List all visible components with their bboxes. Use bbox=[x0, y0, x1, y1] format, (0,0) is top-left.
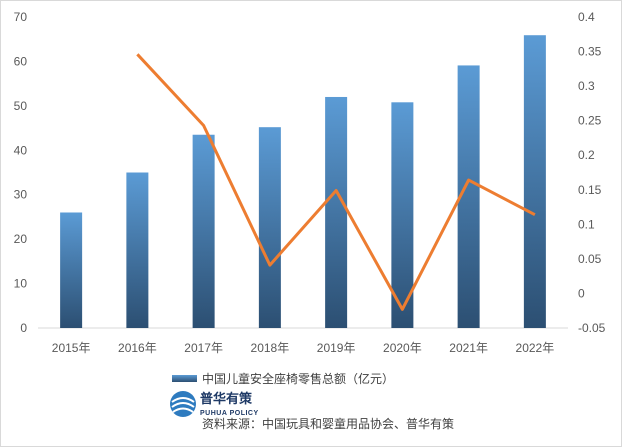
right-tick-label: 0.15 bbox=[578, 183, 602, 197]
left-tick-label: 0 bbox=[20, 321, 27, 335]
bar bbox=[523, 35, 546, 329]
x-tick-label: 2019年 bbox=[317, 341, 356, 355]
bar bbox=[325, 96, 348, 328]
puhua-logo: 普华有策 PUHUA POLICY bbox=[170, 391, 259, 417]
line-series bbox=[136, 53, 536, 311]
source-note: 资料来源：中国玩具和婴童用品协会、普华有策 bbox=[202, 416, 454, 431]
bar bbox=[126, 172, 149, 328]
right-tick-label: 0.05 bbox=[578, 252, 602, 266]
left-tick-label: 20 bbox=[14, 232, 28, 246]
x-tick-label: 2018年 bbox=[251, 341, 290, 355]
left-tick-label: 50 bbox=[14, 99, 28, 113]
bar bbox=[258, 127, 281, 328]
left-tick-label: 10 bbox=[14, 277, 28, 291]
bar-series bbox=[60, 35, 546, 329]
right-tick-label: -0.05 bbox=[578, 321, 606, 335]
right-axis: -0.05 0 0.05 0.1 0.15 0.2 0.25 0.3 0.35 0.4 bbox=[578, 10, 606, 335]
x-axis-labels: 2015年 2016年 2017年 2018年 2019年 2020年 2021年 2022年 bbox=[52, 341, 554, 355]
left-tick-label: 40 bbox=[14, 143, 28, 157]
x-tick-label: 2021年 bbox=[449, 341, 488, 355]
logo-chinese: 普华有策 bbox=[200, 391, 253, 407]
x-tick-label: 2015年 bbox=[52, 341, 91, 355]
right-tick-label: 0.35 bbox=[578, 45, 602, 59]
x-tick-label: 2016年 bbox=[118, 341, 157, 355]
bar bbox=[391, 102, 414, 328]
right-tick-label: 0.4 bbox=[578, 10, 595, 24]
x-tick-label: 2022年 bbox=[516, 341, 555, 355]
right-tick-label: 0.25 bbox=[578, 114, 602, 128]
right-tick-label: 0.3 bbox=[578, 79, 595, 93]
x-tick-label: 2017年 bbox=[184, 341, 223, 355]
legend-label: 中国儿童安全座椅零售总额（亿元） bbox=[202, 371, 394, 386]
bar bbox=[457, 65, 480, 329]
bar bbox=[60, 212, 83, 328]
right-tick-label: 0.2 bbox=[578, 148, 595, 162]
right-tick-label: 0.1 bbox=[578, 217, 595, 231]
x-tick-label: 2020年 bbox=[383, 341, 422, 355]
left-tick-label: 60 bbox=[14, 54, 28, 68]
left-tick-label: 30 bbox=[14, 188, 28, 202]
legend-swatch bbox=[172, 375, 197, 382]
bar bbox=[192, 134, 215, 328]
right-tick-label: 0 bbox=[578, 286, 585, 300]
left-tick-label: 70 bbox=[14, 10, 28, 24]
left-axis: 0 10 20 30 40 50 60 70 bbox=[14, 10, 28, 335]
logo-english: PUHUA POLICY bbox=[200, 410, 259, 417]
